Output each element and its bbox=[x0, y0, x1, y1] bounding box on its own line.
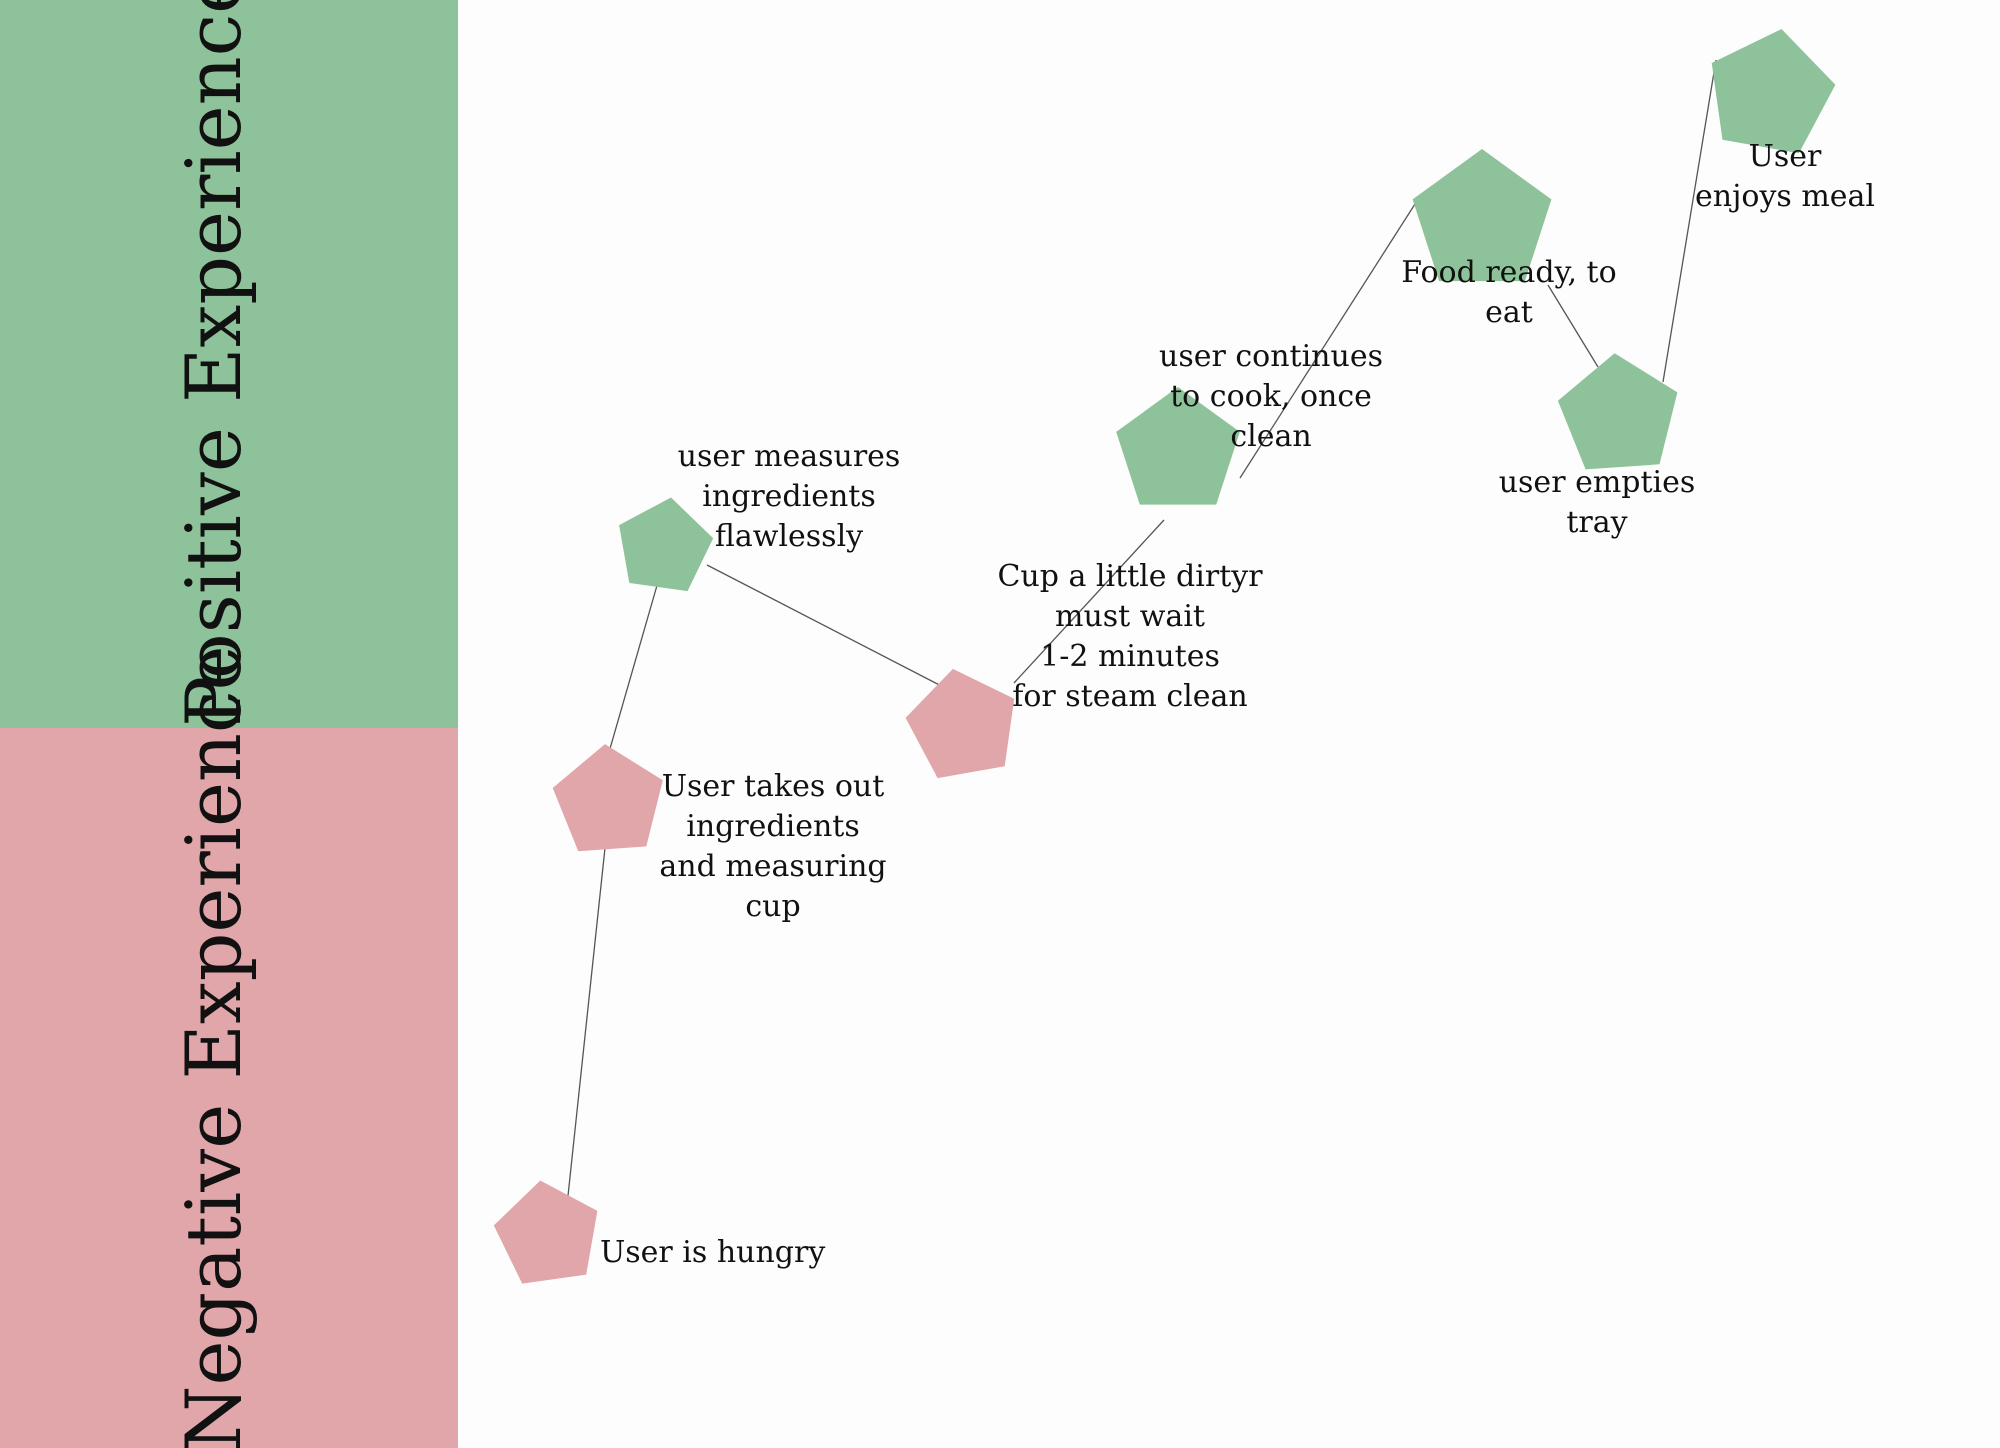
connector-lines bbox=[564, 59, 1717, 1225]
step-label-line: User takes out bbox=[662, 769, 885, 804]
step-label-line: for steam clean bbox=[1012, 679, 1247, 714]
step-label: Food ready, to eat bbox=[1401, 255, 1616, 330]
step-label-line: tray bbox=[1566, 505, 1627, 540]
journey-step-measures: user measures ingredients flawlessly bbox=[619, 439, 901, 592]
step-label-line: must wait bbox=[1055, 599, 1205, 634]
journey-steps: User is hungry User takes out ingredients a… bbox=[493, 29, 1875, 1284]
negative-experience-label: Negative Experience bbox=[169, 646, 258, 1448]
step-label-line: User is hungry bbox=[600, 1235, 825, 1270]
connector-line bbox=[1239, 203, 1416, 479]
step-label-line: ingredients bbox=[702, 479, 876, 514]
step-label-line: to cook, once bbox=[1170, 379, 1372, 414]
step-label-line: Food ready, to bbox=[1401, 255, 1616, 290]
step-label-line: user empties bbox=[1499, 465, 1696, 500]
journey-step-empties: user empties tray bbox=[1499, 353, 1696, 540]
journey-step-enjoys: User enjoys meal bbox=[1695, 29, 1875, 214]
step-label-line: ingredients bbox=[686, 809, 860, 844]
connector-line bbox=[564, 847, 606, 1225]
connector-line bbox=[706, 564, 954, 693]
step-label-line: cup bbox=[745, 889, 800, 924]
negative-band bbox=[0, 728, 458, 1448]
step-label: User enjoys meal bbox=[1695, 139, 1875, 214]
connector-line bbox=[1013, 519, 1165, 684]
step-label-line: user continues bbox=[1159, 339, 1383, 374]
negative-pentagon-icon bbox=[552, 744, 663, 852]
step-label-line: enjoys meal bbox=[1695, 179, 1875, 214]
step-label: user continues to cook, once clean bbox=[1159, 339, 1383, 454]
step-label-line: Cup a little dirtyr bbox=[997, 559, 1263, 594]
journey-step-cup-dirty: Cup a little dirtyr must wait 1-2 minutes f… bbox=[905, 559, 1263, 779]
positive-pentagon-icon bbox=[1557, 353, 1678, 470]
positive-experience-label: Positive Experience bbox=[169, 0, 258, 727]
step-label: Cup a little dirtyr must wait 1-2 minutes f… bbox=[997, 559, 1263, 714]
positive-pentagon-icon bbox=[619, 497, 714, 592]
connector-line bbox=[604, 581, 659, 767]
journey-step-continues: user continues to cook, once clean bbox=[1116, 339, 1383, 505]
journey-step-takes-out: User takes out ingredients and measuring cu… bbox=[552, 744, 887, 924]
step-label-line: eat bbox=[1485, 295, 1533, 330]
connector-line bbox=[1662, 59, 1717, 383]
negative-pentagon-icon bbox=[493, 1180, 598, 1284]
step-label-line: clean bbox=[1230, 419, 1311, 454]
step-label-line: and measuring bbox=[659, 849, 886, 884]
positive-pentagon-icon bbox=[1711, 29, 1836, 154]
journey-step-food-ready: Food ready, to eat bbox=[1401, 149, 1617, 330]
step-label-line: 1-2 minutes bbox=[1040, 639, 1220, 674]
step-label: user empties tray bbox=[1499, 465, 1696, 540]
positive-band bbox=[0, 0, 458, 728]
step-label-line: flawlessly bbox=[715, 519, 863, 554]
connector-line bbox=[1547, 284, 1599, 368]
step-label: user measures ingredients flawlessly bbox=[678, 439, 901, 554]
positive-pentagon-icon bbox=[1116, 387, 1240, 505]
step-label: User takes out ingredients and measuring cu… bbox=[659, 769, 886, 924]
journey-step-hungry: User is hungry bbox=[493, 1180, 825, 1284]
step-label-line: User bbox=[1749, 139, 1822, 174]
step-label-line: user measures bbox=[678, 439, 901, 474]
positive-pentagon-icon bbox=[1412, 149, 1552, 282]
negative-pentagon-icon bbox=[905, 668, 1015, 779]
step-label: User is hungry bbox=[600, 1235, 825, 1270]
